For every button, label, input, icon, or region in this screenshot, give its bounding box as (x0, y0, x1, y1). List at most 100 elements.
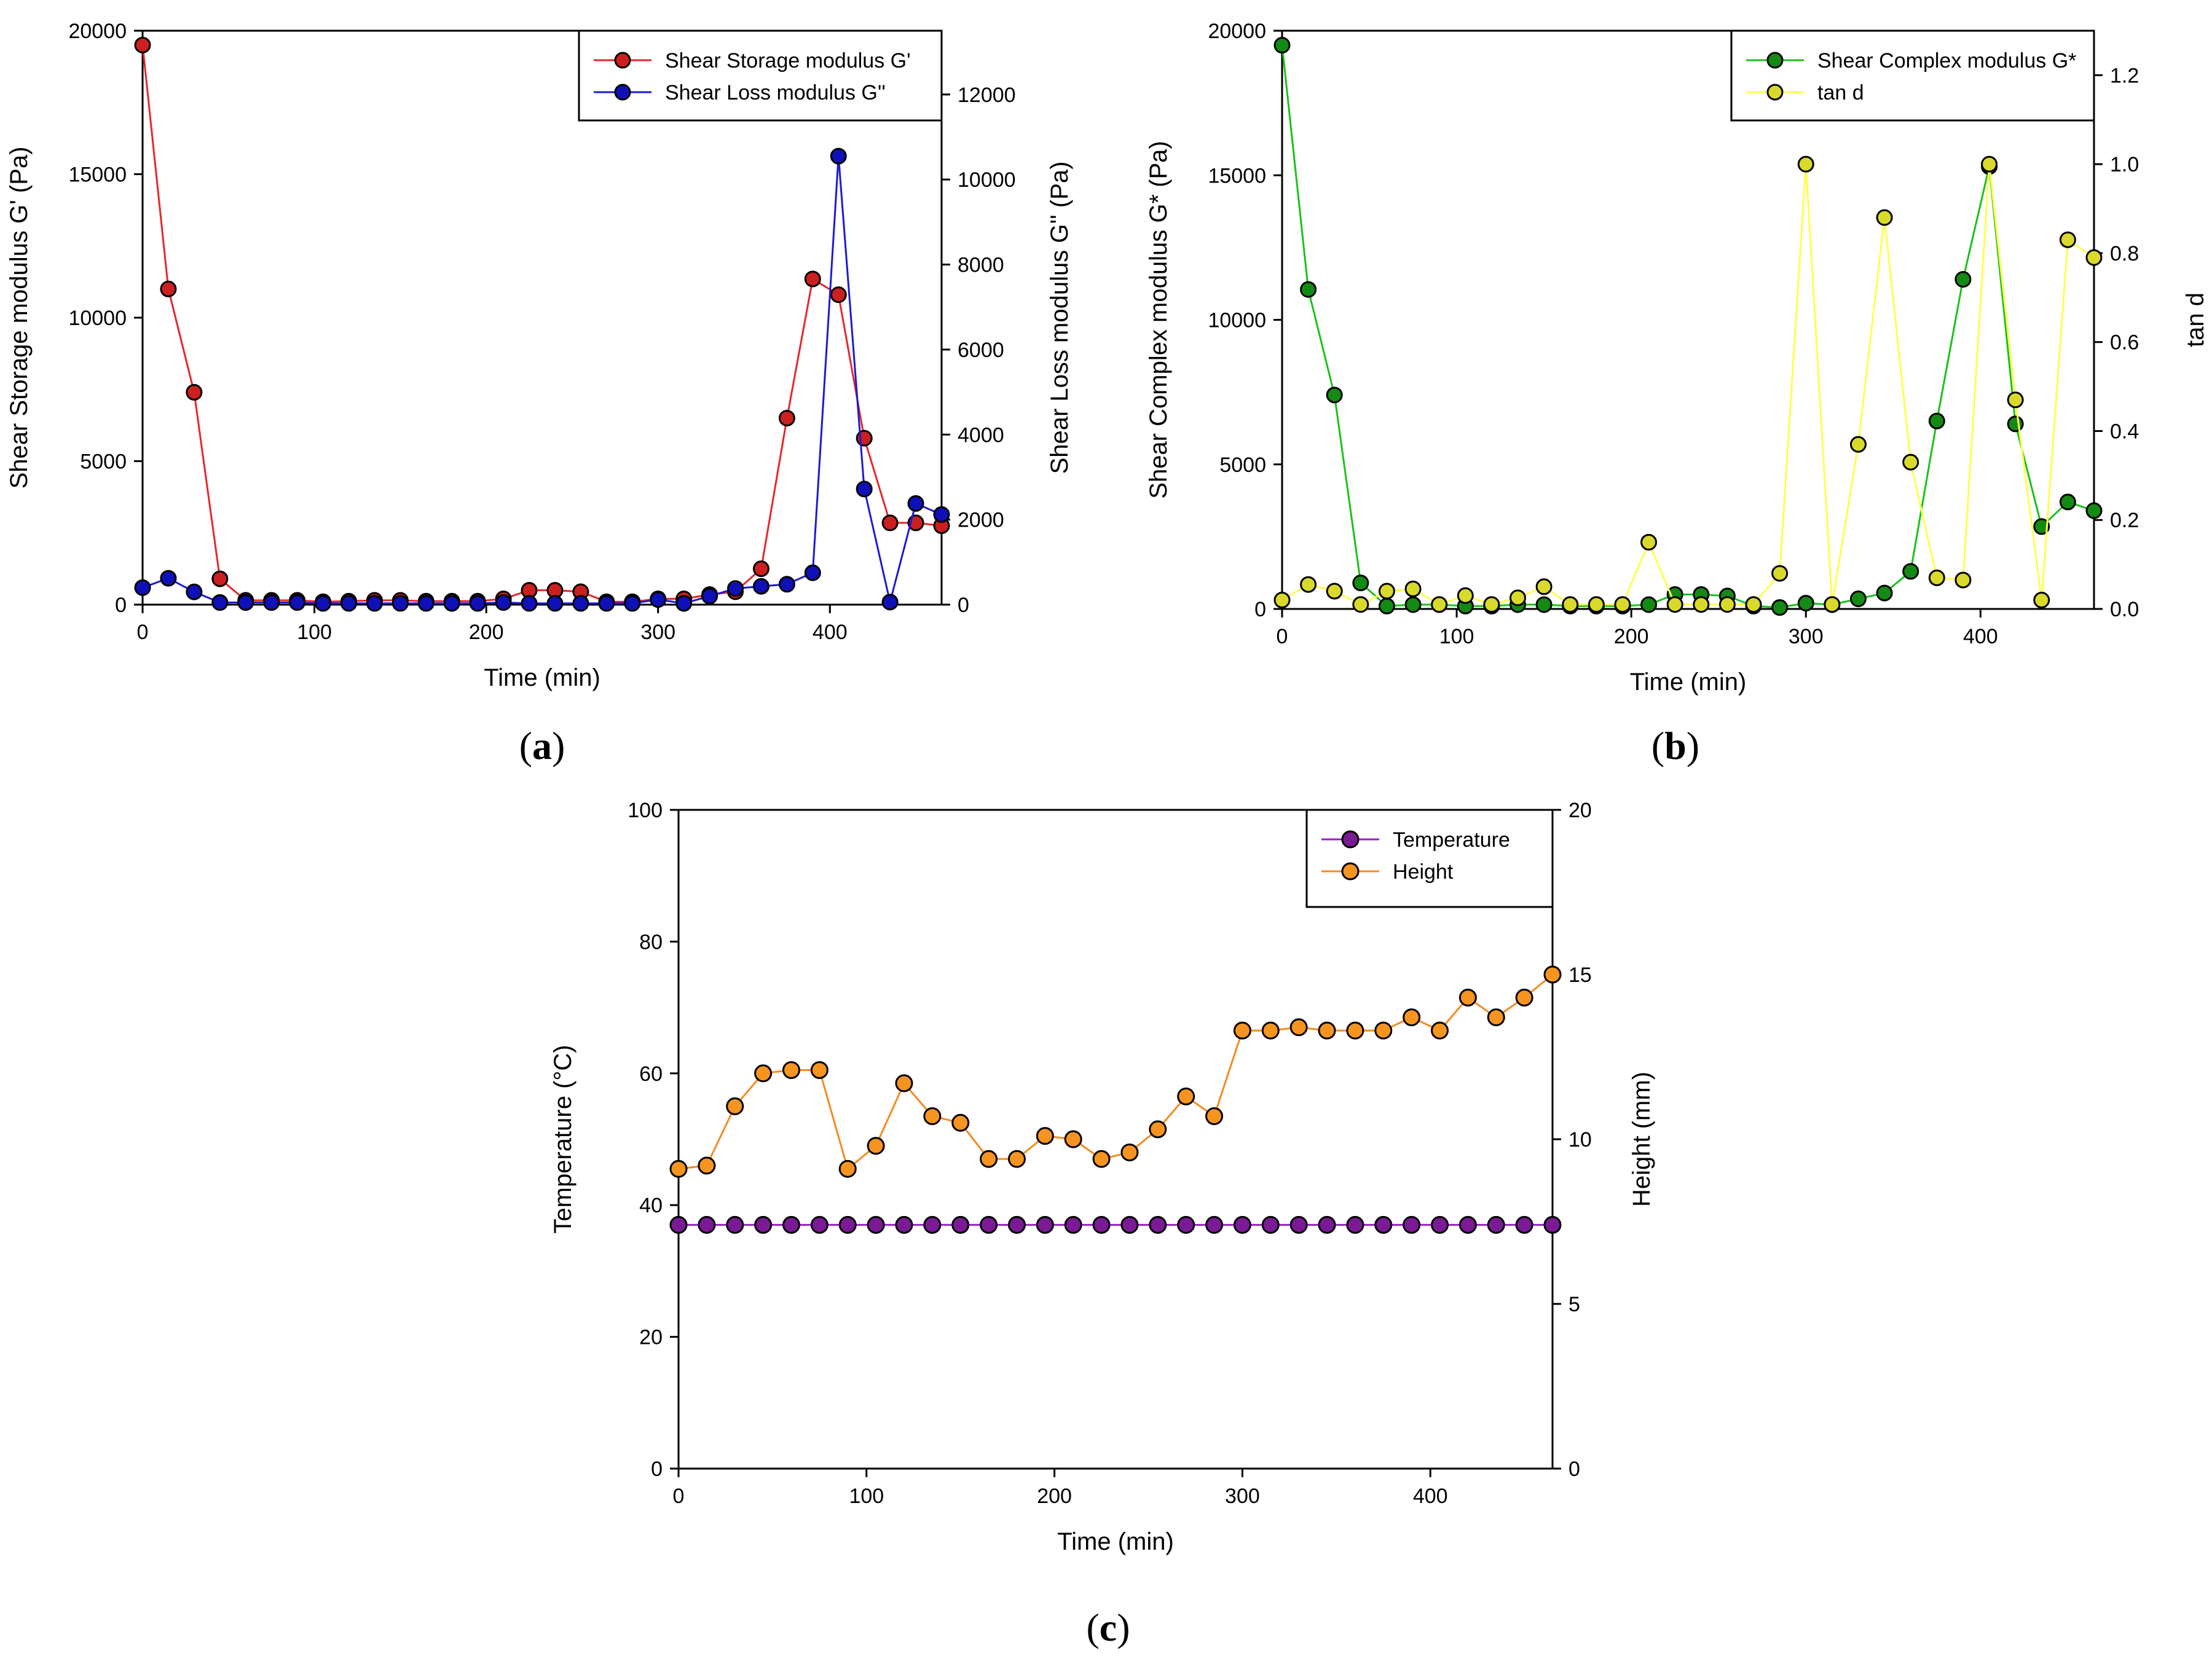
data-point (1797, 595, 1814, 612)
y-tick-label: 20000 (68, 20, 127, 43)
data-point (1928, 569, 1945, 586)
data-point (838, 1160, 857, 1178)
panel-label-letter: a (532, 724, 552, 767)
data-point (1431, 1021, 1449, 1040)
panel-label: (c) (1086, 1606, 1130, 1649)
data-point (1064, 1130, 1082, 1148)
data-point (1954, 571, 1972, 589)
data-point (1535, 578, 1553, 595)
data-point (1261, 1215, 1280, 1234)
data-point (1403, 1215, 1421, 1234)
y-tick-label: 60 (639, 1062, 663, 1086)
series-line-2 (1281, 163, 2095, 606)
legend-label: Temperature (1393, 828, 1510, 852)
data-point (521, 595, 538, 612)
y2-axis-title: Shear Loss modulus G'' (Pa) (1046, 162, 1073, 474)
data-point (1614, 596, 1631, 613)
data-point (669, 1215, 688, 1234)
data-point (951, 1113, 970, 1132)
data-point (1007, 1215, 1026, 1234)
data-point (1515, 1215, 1533, 1234)
data-point (1876, 209, 1893, 226)
data-point (1036, 1127, 1054, 1145)
x-tick-label: 200 (469, 621, 504, 644)
x-axis-title: Time (min) (1630, 669, 1747, 696)
data-point (782, 1061, 800, 1079)
y2-tick-label: 0.0 (2110, 598, 2139, 621)
data-point (572, 595, 589, 612)
x-tick-label: 200 (1614, 625, 1649, 648)
data-point (2085, 502, 2103, 519)
data-point (1374, 1021, 1393, 1040)
data-point (1092, 1150, 1111, 1168)
data-point (1928, 412, 1945, 430)
panel-label-letter: c (1100, 1606, 1117, 1649)
data-point (907, 495, 924, 512)
data-point (160, 280, 177, 297)
x-tick-label: 200 (1037, 1485, 1072, 1508)
data-point (1693, 596, 1710, 613)
data-point (546, 595, 564, 612)
data-point (1318, 1021, 1336, 1040)
data-point (881, 594, 899, 611)
y-axis-title: Shear Complex modulus G* (Pa) (1145, 141, 1172, 498)
data-point (2033, 592, 2050, 609)
legend-swatch-marker (1341, 830, 1360, 849)
y2-axis-title: tan d (2182, 292, 2209, 347)
x-tick-label: 300 (1789, 625, 1824, 648)
legend-swatch-marker (614, 52, 631, 69)
y2-tick-label: 0.4 (2110, 420, 2139, 443)
data-point (1273, 592, 1291, 609)
data-point (495, 594, 512, 611)
data-point (1092, 1215, 1111, 1234)
panel-label: (b) (1651, 724, 1699, 767)
data-point (1326, 387, 1343, 404)
panel-label: (a) (519, 724, 565, 767)
panel-label-letter: b (1664, 724, 1687, 767)
y2-tick-label: 1.2 (2110, 64, 2139, 87)
data-point (698, 1156, 716, 1175)
data-point (752, 560, 769, 578)
y2-axis-title: Height (mm) (1628, 1072, 1655, 1207)
x-axis-title: Time (min) (1057, 1528, 1174, 1555)
data-point (830, 286, 847, 304)
data-point (1300, 281, 1317, 298)
y-tick-label: 0 (1254, 598, 1266, 621)
x-tick-label: 400 (813, 621, 848, 644)
data-point (2059, 493, 2076, 511)
data-point (1378, 583, 1395, 600)
data-point (1902, 453, 1919, 471)
data-point (980, 1150, 998, 1168)
data-point (867, 1137, 885, 1155)
data-point (727, 580, 744, 597)
y2-tick-label: 0.6 (2110, 331, 2139, 355)
data-point (923, 1107, 942, 1125)
data-point (186, 583, 203, 600)
data-point (2033, 518, 2050, 535)
series-line-1 (141, 45, 942, 603)
plot-frame (677, 809, 1554, 1470)
data-point (867, 1215, 885, 1234)
x-tick-label: 100 (297, 621, 332, 644)
data-point (1745, 596, 1762, 613)
data-point (1954, 271, 1972, 288)
data-point (895, 1074, 913, 1093)
y2-tick-label: 1.0 (2110, 153, 2139, 176)
panel-label-close-paren: ) (1117, 1606, 1130, 1649)
y2-tick-label: 6000 (958, 339, 1004, 362)
data-point (315, 595, 332, 612)
y2-tick-label: 0.8 (2110, 242, 2139, 265)
chart-panel-a: 0 100 200 300 400050001000015000200000200040… (6, 20, 1073, 767)
y-tick-label: 15000 (68, 163, 127, 187)
data-point (1374, 1215, 1393, 1234)
panel-label-close-paren: ) (552, 724, 565, 767)
x-tick-label: 400 (1413, 1485, 1448, 1508)
panel-label-close-paren: ) (1687, 724, 1699, 767)
y-tick-label: 15000 (1208, 164, 1266, 187)
data-point (2007, 415, 2024, 433)
data-point (804, 270, 821, 288)
data-point (598, 595, 615, 612)
data-point (2059, 231, 2076, 248)
data-point (1666, 596, 1683, 613)
data-point (1535, 596, 1553, 613)
